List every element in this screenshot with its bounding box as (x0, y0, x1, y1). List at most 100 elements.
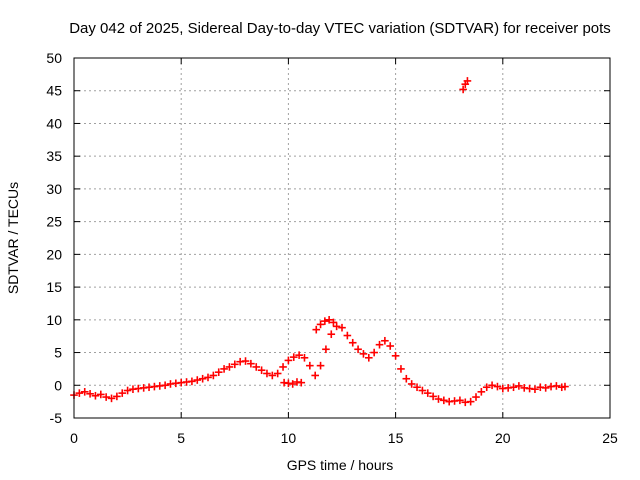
data-point (359, 350, 368, 358)
x-tick-label: 10 (281, 430, 297, 446)
data-point (220, 365, 228, 373)
data-point (332, 322, 341, 331)
data-point (515, 382, 523, 390)
data-point (284, 356, 293, 365)
y-tick-label: 10 (46, 312, 62, 328)
data-point (316, 361, 325, 370)
data-point (402, 374, 411, 383)
data-point (188, 377, 196, 386)
data-point (434, 395, 443, 403)
data-point (118, 389, 127, 397)
data-point (509, 383, 518, 392)
data-point (91, 391, 100, 400)
y-tick-label: 45 (46, 83, 62, 99)
data-point (338, 323, 346, 332)
chart-title: Day 042 of 2025, Sidereal Day-to-day VTE… (69, 20, 611, 37)
data-point (531, 385, 539, 394)
y-tick-label: 25 (46, 214, 62, 230)
data-point (561, 382, 569, 391)
x-tick-label: 20 (495, 430, 511, 446)
data-point (370, 348, 378, 357)
y-tick-label: 20 (46, 246, 62, 262)
data-point (75, 389, 84, 397)
data-point (209, 371, 218, 380)
data-point (161, 381, 169, 390)
data-point (297, 378, 306, 387)
y-tick-label: 15 (46, 279, 62, 295)
y-tick-label: 30 (46, 181, 62, 197)
data-point (456, 396, 464, 405)
data-point (257, 366, 266, 375)
data-point (252, 363, 261, 371)
data-point (214, 368, 223, 376)
data-point (295, 351, 303, 359)
data-point (123, 386, 132, 395)
x-tick-label: 25 (602, 430, 618, 446)
data-point (321, 317, 329, 325)
data-point (102, 393, 110, 401)
data-point (440, 396, 448, 405)
data-point (348, 338, 357, 347)
data-point (552, 382, 561, 390)
data-point (193, 376, 202, 384)
tick-labels: 0 5 10 15 20 25 -5 0 5 10 15 20 25 30 35 40 45 50 (46, 50, 618, 446)
data-point (273, 369, 282, 378)
data-points (70, 77, 569, 407)
y-tick-label: 0 (54, 377, 62, 393)
data-point (381, 336, 389, 345)
data-point (306, 361, 314, 370)
y-tick-label: 35 (46, 148, 62, 164)
data-point (329, 318, 338, 327)
data-point (429, 392, 437, 401)
plot-frame (73, 57, 611, 419)
data-point (288, 380, 297, 388)
x-tick-label: 5 (177, 430, 185, 446)
data-point (459, 85, 467, 94)
data-point (97, 390, 105, 399)
y-tick-label: 40 (46, 115, 62, 131)
x-tick-label: 0 (70, 430, 78, 446)
data-point (423, 389, 432, 397)
data-point (407, 380, 416, 388)
x-tick-label: 15 (388, 430, 404, 446)
data-point (386, 342, 395, 350)
data-point (354, 345, 362, 354)
data-point (289, 353, 298, 361)
data-point (482, 383, 491, 392)
data-point (225, 363, 234, 371)
y-tick-label: 5 (54, 345, 62, 361)
data-point (477, 388, 486, 396)
data-point (397, 365, 405, 373)
data-point (541, 384, 550, 392)
data-point (268, 371, 277, 380)
data-point (204, 373, 212, 382)
data-point (472, 393, 480, 401)
data-point (263, 369, 271, 378)
data-point (327, 330, 336, 339)
data-point (488, 381, 496, 390)
data-point (113, 392, 121, 401)
y-tick-label: -5 (50, 410, 63, 426)
data-point (247, 359, 255, 368)
y-axis-label: SDTVAR / TECUs (5, 182, 21, 294)
data-point (311, 371, 320, 380)
data-point (466, 397, 475, 406)
data-point (312, 325, 321, 334)
data-point (391, 352, 400, 360)
data-point (231, 360, 239, 369)
data-point (107, 394, 116, 403)
data-point (343, 331, 352, 340)
data-point (375, 340, 384, 349)
data-point (198, 374, 207, 383)
data-point (463, 77, 472, 85)
y-tick-label: 50 (46, 50, 62, 66)
data-point (241, 357, 250, 365)
data-point (413, 383, 421, 392)
data-point (418, 386, 427, 395)
data-point (325, 316, 333, 324)
data-point (364, 353, 373, 362)
data-point (300, 353, 309, 362)
data-point (80, 388, 89, 396)
